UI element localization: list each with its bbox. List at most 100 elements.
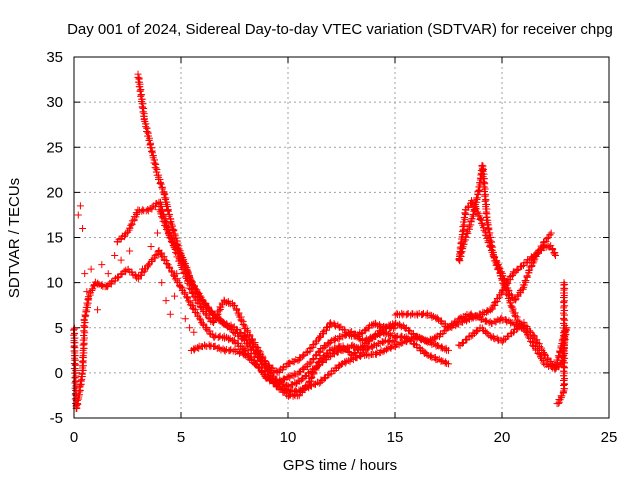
data-point bbox=[215, 307, 223, 315]
data-point bbox=[190, 328, 198, 336]
data-point bbox=[196, 314, 204, 322]
data-point bbox=[168, 222, 176, 230]
data-point bbox=[164, 206, 172, 214]
data-point bbox=[148, 203, 156, 211]
data-point bbox=[404, 326, 412, 334]
data-point bbox=[239, 321, 247, 329]
data-point bbox=[543, 234, 551, 242]
data-point bbox=[196, 300, 204, 308]
data-point bbox=[508, 318, 516, 326]
data-point bbox=[487, 243, 495, 251]
data-point bbox=[205, 304, 213, 312]
data-point bbox=[560, 279, 568, 287]
data-point bbox=[528, 338, 536, 346]
data-point bbox=[350, 332, 358, 340]
data-point bbox=[157, 180, 165, 188]
data-point bbox=[261, 358, 269, 366]
data-point bbox=[503, 290, 511, 298]
data-point bbox=[80, 316, 88, 324]
data-point bbox=[426, 353, 434, 361]
data-point bbox=[135, 272, 143, 280]
data-point bbox=[77, 377, 85, 385]
data-point bbox=[279, 363, 287, 371]
data-point bbox=[445, 346, 452, 354]
data-point bbox=[457, 239, 465, 247]
data-point bbox=[171, 248, 179, 256]
data-point bbox=[361, 327, 369, 335]
data-point bbox=[561, 280, 569, 288]
data-point bbox=[526, 327, 534, 335]
data-point bbox=[184, 279, 192, 287]
data-point bbox=[360, 346, 368, 354]
data-point bbox=[258, 369, 266, 377]
data-point bbox=[177, 283, 185, 291]
data-point bbox=[198, 304, 206, 312]
data-point bbox=[197, 293, 205, 301]
data-point bbox=[117, 256, 125, 264]
data-points bbox=[69, 70, 570, 413]
series-track-6 bbox=[391, 242, 559, 332]
data-point bbox=[539, 242, 547, 250]
data-point bbox=[261, 357, 269, 365]
data-point bbox=[403, 337, 411, 345]
x-tick-label: 10 bbox=[280, 429, 297, 446]
data-point bbox=[418, 336, 426, 344]
x-axis-label: GPS time / hours bbox=[283, 457, 397, 474]
data-point bbox=[145, 261, 153, 269]
data-point bbox=[550, 250, 558, 258]
data-point bbox=[171, 292, 179, 300]
data-point bbox=[162, 257, 170, 265]
data-point bbox=[120, 267, 128, 275]
data-point bbox=[79, 224, 87, 232]
data-point bbox=[389, 325, 397, 333]
data-point bbox=[275, 367, 283, 375]
y-tick-label: -5 bbox=[50, 410, 63, 427]
series-track-10 bbox=[553, 279, 569, 408]
y-tick-label: 10 bbox=[46, 275, 63, 292]
data-point bbox=[167, 237, 175, 245]
data-point bbox=[397, 339, 405, 347]
x-tick-label: 20 bbox=[494, 429, 511, 446]
data-point bbox=[156, 180, 164, 188]
data-point bbox=[225, 336, 233, 344]
data-point bbox=[204, 303, 212, 311]
data-point bbox=[470, 201, 478, 209]
data-point bbox=[481, 197, 489, 205]
data-point bbox=[558, 392, 566, 400]
data-point bbox=[94, 279, 102, 287]
data-point bbox=[525, 267, 533, 275]
data-point bbox=[126, 247, 134, 255]
y-tick-label: 25 bbox=[46, 139, 63, 156]
data-point bbox=[470, 204, 478, 212]
series-track-5 bbox=[187, 332, 452, 396]
data-point bbox=[506, 299, 514, 307]
data-point bbox=[307, 374, 315, 382]
data-point bbox=[284, 373, 292, 381]
data-point bbox=[245, 355, 253, 363]
data-point bbox=[547, 360, 555, 368]
data-point bbox=[215, 344, 223, 352]
data-point bbox=[158, 184, 166, 191]
data-point bbox=[433, 341, 441, 349]
data-point bbox=[552, 252, 559, 260]
data-point bbox=[108, 278, 116, 286]
y-tick-label: 20 bbox=[46, 184, 63, 201]
x-tick-label: 15 bbox=[387, 429, 404, 446]
data-point bbox=[320, 375, 328, 383]
data-point bbox=[209, 317, 217, 325]
data-point bbox=[371, 350, 379, 358]
data-point bbox=[148, 148, 156, 156]
y-tick-label: 30 bbox=[46, 94, 63, 111]
data-point bbox=[85, 293, 93, 301]
data-point bbox=[507, 319, 515, 327]
data-point bbox=[136, 87, 144, 95]
data-point bbox=[437, 357, 445, 365]
data-point bbox=[74, 211, 82, 219]
data-point bbox=[215, 333, 223, 341]
data-point bbox=[158, 213, 166, 221]
data-point bbox=[522, 276, 530, 284]
data-point bbox=[139, 100, 147, 108]
data-point bbox=[523, 272, 531, 280]
